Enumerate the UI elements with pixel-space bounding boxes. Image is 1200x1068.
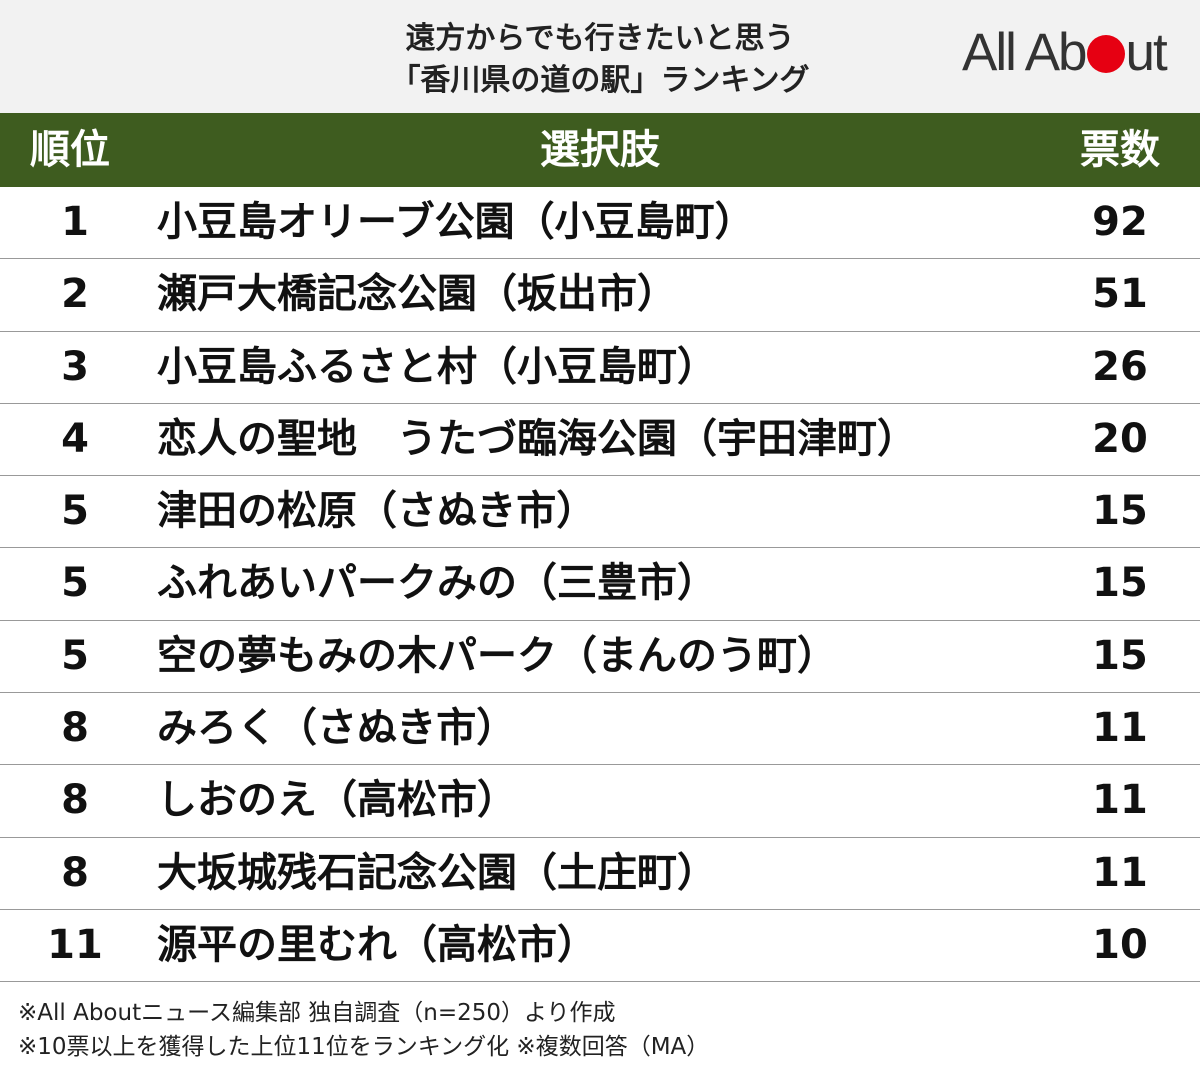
votes-cell: 15 — [1092, 560, 1148, 607]
footnote-1: ※All Aboutニュース編集部 独自調査（n=250）より作成 — [18, 1000, 616, 1026]
table-header: 順位 選択肢 票数 — [0, 113, 1200, 187]
allabout-logo: All Ab ut — [962, 22, 1168, 82]
choice-cell: 恋人の聖地 うたづ臨海公園（宇田津町） — [157, 415, 917, 462]
choice-cell: 空の夢もみの木パーク（まんのう町） — [157, 632, 837, 679]
table-row: 5 ふれあいパークみの（三豊市） 15 — [0, 548, 1200, 621]
rank-cell: 5 — [61, 488, 89, 535]
choice-cell: 瀬戸大橋記念公園（坂出市） — [157, 271, 677, 318]
table-row: 1 小豆島オリーブ公園（小豆島町） 92 — [0, 187, 1200, 260]
choice-cell: しおのえ（高松市） — [157, 777, 517, 824]
column-header-rank: 順位 — [30, 127, 110, 173]
choice-cell: 津田の松原（さぬき市） — [157, 488, 597, 535]
votes-cell: 20 — [1092, 415, 1148, 462]
footnotes: ※All Aboutニュース編集部 独自調査（n=250）より作成 ※10票以上… — [18, 996, 709, 1064]
votes-cell: 11 — [1092, 849, 1148, 896]
table-row: 4 恋人の聖地 うたづ臨海公園（宇田津町） 20 — [0, 404, 1200, 477]
table-row: 2 瀬戸大橋記念公園（坂出市） 51 — [0, 259, 1200, 332]
votes-cell: 51 — [1092, 271, 1148, 318]
rank-cell: 2 — [61, 271, 89, 318]
table-body: 1 小豆島オリーブ公園（小豆島町） 92 2 瀬戸大橋記念公園（坂出市） 51 3 小豆島ふる… — [0, 187, 1200, 983]
title-line-2: 「香川県の道の駅」ランキング — [390, 63, 810, 98]
rank-cell: 8 — [61, 849, 89, 896]
column-header-choice: 選択肢 — [540, 127, 660, 173]
choice-cell: みろく（さぬき市） — [157, 705, 517, 752]
votes-cell: 15 — [1092, 632, 1148, 679]
table-row: 8 しおのえ（高松市） 11 — [0, 765, 1200, 838]
logo-red-dot-icon — [1086, 35, 1125, 73]
logo-text-suffix: ut — [1125, 22, 1168, 82]
rank-cell: 11 — [47, 921, 103, 968]
choice-cell: ふれあいパークみの（三豊市） — [157, 560, 717, 607]
title-line-1: 遠方からでも行きたいと思う — [405, 21, 795, 56]
rank-cell: 8 — [61, 705, 89, 752]
rank-cell: 4 — [61, 415, 89, 462]
rank-cell: 5 — [61, 632, 89, 679]
chart-title: 遠方からでも行きたいと思う 「香川県の道の駅」ランキング — [300, 18, 900, 102]
rank-cell: 3 — [61, 343, 89, 390]
table-row: 8 大坂城残石記念公園（土庄町） 11 — [0, 838, 1200, 910]
votes-cell: 11 — [1092, 705, 1148, 752]
choice-cell: 小豆島オリーブ公園（小豆島町） — [157, 199, 755, 245]
rank-cell: 8 — [61, 777, 89, 824]
table-row: 5 空の夢もみの木パーク（まんのう町） 15 — [0, 621, 1200, 694]
table-row: 11 源平の里むれ（高松市） 10 — [0, 910, 1200, 983]
table-row: 5 津田の松原（さぬき市） 15 — [0, 476, 1200, 549]
choice-cell: 源平の里むれ（高松市） — [157, 921, 597, 968]
footnote-2: ※10票以上を獲得した上位11位をランキング化 ※複数回答（MA） — [18, 1034, 710, 1060]
votes-cell: 92 — [1092, 199, 1148, 245]
table-row: 3 小豆島ふるさと村（小豆島町） 26 — [0, 332, 1200, 404]
column-header-votes: 票数 — [1080, 127, 1160, 173]
votes-cell: 11 — [1092, 777, 1148, 824]
votes-cell: 10 — [1092, 921, 1148, 968]
table-row: 8 みろく（さぬき市） 11 — [0, 693, 1200, 766]
votes-cell: 26 — [1092, 343, 1148, 390]
title-band: 遠方からでも行きたいと思う 「香川県の道の駅」ランキング All Ab ut — [0, 0, 1200, 113]
choice-cell: 大坂城残石記念公園（土庄町） — [157, 849, 717, 896]
rank-cell: 5 — [61, 560, 89, 607]
votes-cell: 15 — [1092, 488, 1148, 535]
rank-cell: 1 — [61, 199, 89, 245]
logo-text-prefix: All Ab — [962, 22, 1088, 82]
choice-cell: 小豆島ふるさと村（小豆島町） — [157, 343, 717, 390]
